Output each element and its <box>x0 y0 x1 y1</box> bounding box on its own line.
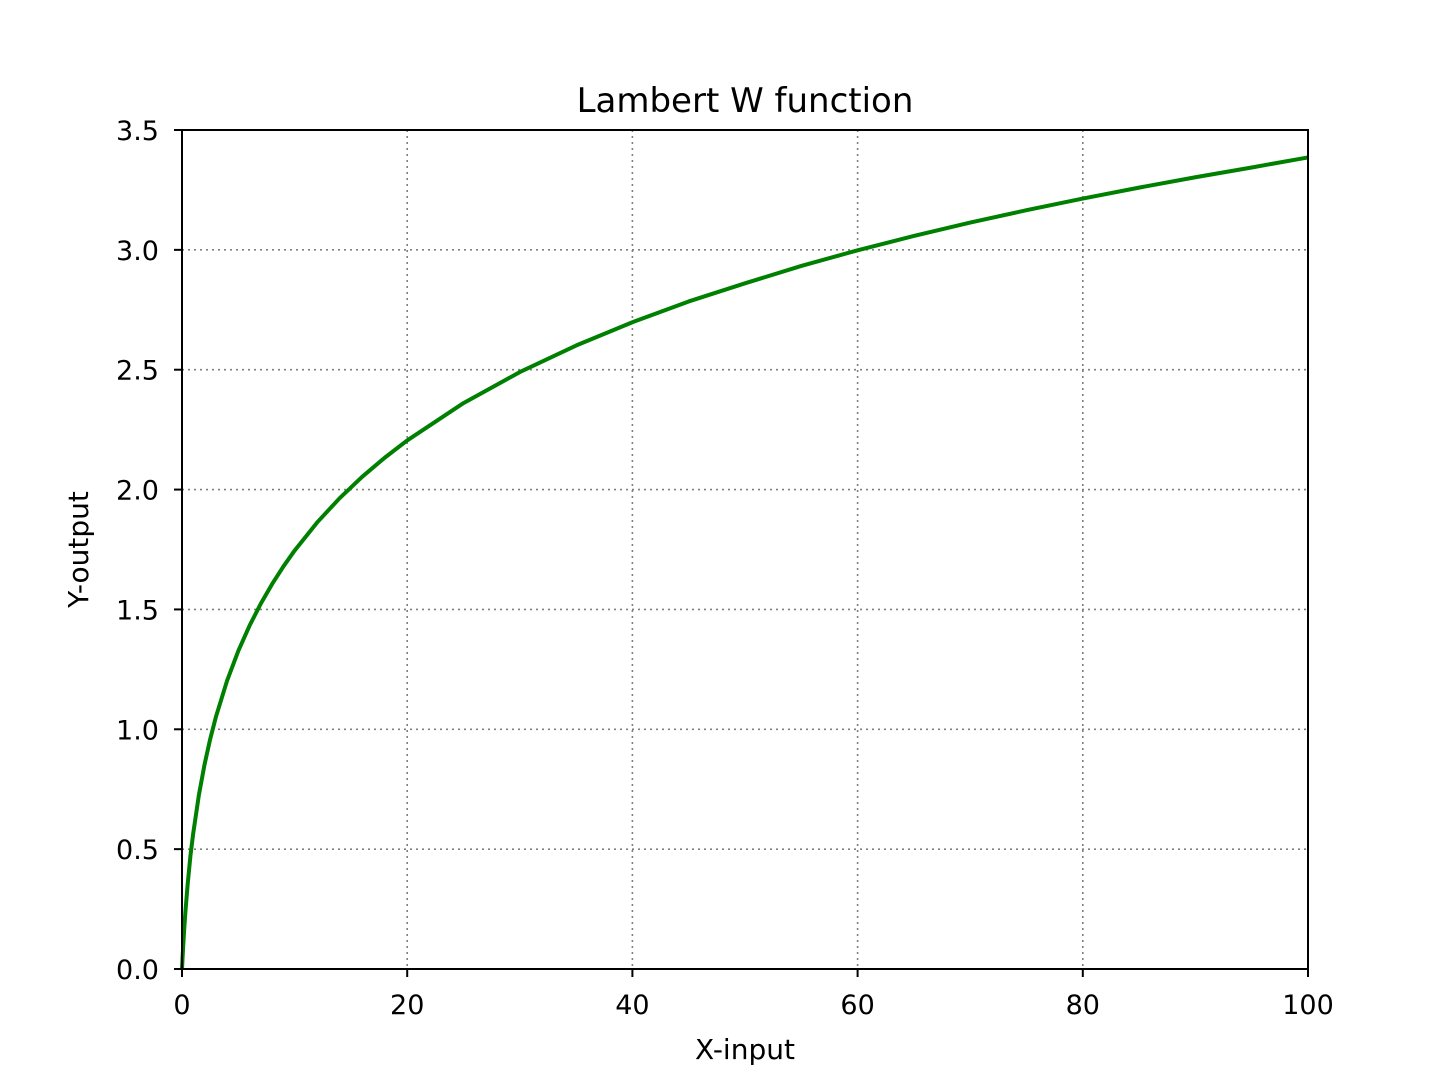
plot-area-frame <box>181 129 1309 970</box>
y-tick-label: 3.0 <box>116 236 159 267</box>
series-layer <box>180 155 1309 970</box>
x-tick-label: 100 <box>1282 990 1334 1021</box>
chart-title: Lambert W function <box>577 81 914 121</box>
x-axis-label: X-input <box>695 1033 795 1066</box>
y-tick-label: 1.5 <box>116 595 159 626</box>
y-axis-label: Y-output <box>62 491 95 609</box>
x-axis: 0 20 40 60 80 100 <box>173 969 1334 1021</box>
y-tick-label: 2.5 <box>116 356 159 387</box>
y-tick-label: 2.0 <box>116 476 159 507</box>
x-tick-label: 80 <box>1066 990 1100 1021</box>
y-tick-label: 0.0 <box>116 955 159 986</box>
x-tick-label: 60 <box>840 990 874 1021</box>
series-line <box>180 155 1309 970</box>
y-tick-label: 3.5 <box>116 116 159 147</box>
y-tick-label: 1.0 <box>116 715 159 746</box>
x-tick-label: 0 <box>173 990 190 1021</box>
y-axis: 0.0 0.5 1.0 1.5 2.0 2.5 3.0 3.5 <box>116 116 182 986</box>
x-tick-label: 40 <box>615 990 649 1021</box>
y-tick-label: 0.5 <box>116 835 159 866</box>
x-tick-label: 20 <box>390 990 424 1021</box>
